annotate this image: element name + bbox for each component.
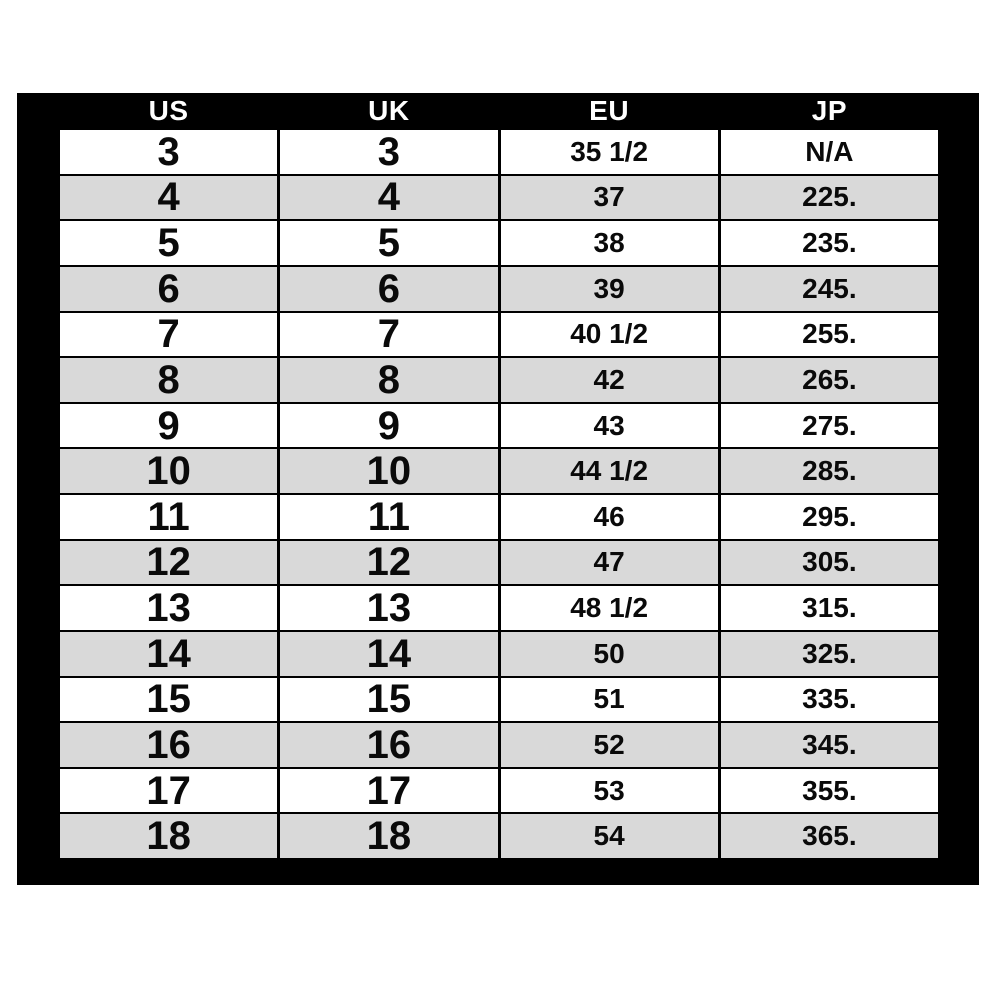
table-row: 7 7 40 1/2 255.	[60, 312, 938, 357]
table-cell: 4	[280, 175, 498, 220]
table-row: 4 4 37 225.	[60, 175, 938, 220]
table-cell: 5	[280, 221, 498, 265]
table-cell: 14	[280, 631, 498, 676]
table-cell: 54	[500, 814, 718, 858]
table-cell: 10	[60, 449, 278, 493]
table-cell: 6	[60, 266, 278, 311]
table-row: 15 15 51 335.	[60, 677, 938, 722]
table-cell: 295.	[720, 495, 938, 539]
table-cell: 15	[60, 677, 278, 722]
table-cell: 12	[280, 540, 498, 585]
table-row: 17 17 53 355.	[60, 768, 938, 813]
table-cell: 13	[280, 586, 498, 630]
table-cell: 7	[60, 312, 278, 357]
table-header-row: US UK EU JP	[60, 93, 938, 130]
table-cell: 43	[500, 403, 718, 448]
table-cell: 255.	[720, 312, 938, 357]
table-cell: 42	[500, 358, 718, 402]
table-cell: 18	[60, 814, 278, 858]
table-cell: 305.	[720, 540, 938, 585]
table-body: 3 3 35 1/2 N/A 4 4 37 225. 5 5 38 235. 6…	[60, 130, 938, 858]
table-cell: 15	[280, 677, 498, 722]
table-cell: 17	[60, 768, 278, 813]
table-cell: 50	[500, 631, 718, 676]
column-header-uk: UK	[368, 94, 410, 126]
table-cell: 35 1/2	[500, 130, 718, 174]
table-cell: 40 1/2	[500, 312, 718, 357]
table-cell: 17	[280, 768, 498, 813]
table-cell: 12	[60, 540, 278, 585]
table-cell: 51	[500, 677, 718, 722]
table-cell: 8	[60, 358, 278, 402]
table-cell: 9	[60, 403, 278, 448]
table-cell: 39	[500, 266, 718, 311]
table-cell: 46	[500, 495, 718, 539]
table-cell: N/A	[720, 130, 938, 174]
table-row: 10 10 44 1/2 285.	[60, 449, 938, 493]
table-row: 3 3 35 1/2 N/A	[60, 130, 938, 174]
table-cell: 14	[60, 631, 278, 676]
table-row: 13 13 48 1/2 315.	[60, 586, 938, 630]
table-cell: 11	[280, 495, 498, 539]
table-cell: 7	[280, 312, 498, 357]
table-cell: 37	[500, 175, 718, 220]
table-cell: 235.	[720, 221, 938, 265]
table-cell: 225.	[720, 175, 938, 220]
column-header-us: US	[148, 94, 189, 126]
table-cell: 38	[500, 221, 718, 265]
table-cell: 8	[280, 358, 498, 402]
table-row: 9 9 43 275.	[60, 403, 938, 448]
table-row: 12 12 47 305.	[60, 540, 938, 585]
table-cell: 315.	[720, 586, 938, 630]
table-cell: 365.	[720, 814, 938, 858]
table-cell: 9	[280, 403, 498, 448]
table-row: 8 8 42 265.	[60, 358, 938, 402]
table-cell: 48 1/2	[500, 586, 718, 630]
table-cell: 345.	[720, 723, 938, 767]
table-cell: 16	[60, 723, 278, 767]
table-cell: 3	[60, 130, 278, 174]
table-cell: 52	[500, 723, 718, 767]
table-cell: 13	[60, 586, 278, 630]
table-cell: 245.	[720, 266, 938, 311]
table-cell: 10	[280, 449, 498, 493]
table-cell: 285.	[720, 449, 938, 493]
table-cell: 335.	[720, 677, 938, 722]
table-cell: 11	[60, 495, 278, 539]
table-cell: 5	[60, 221, 278, 265]
table-cell: 325.	[720, 631, 938, 676]
column-header-jp: JP	[811, 94, 847, 126]
table-row: 16 16 52 345.	[60, 723, 938, 767]
table-row: 14 14 50 325.	[60, 631, 938, 676]
table-cell: 3	[280, 130, 498, 174]
table-cell: 6	[280, 266, 498, 311]
table-row: 6 6 39 245.	[60, 266, 938, 311]
table-row: 5 5 38 235.	[60, 221, 938, 265]
table-row: 18 18 54 365.	[60, 814, 938, 858]
size-conversion-table: US UK EU JP 3 3 35 1/2 N/A 4 4 37 225. 5…	[17, 93, 979, 885]
table-cell: 275.	[720, 403, 938, 448]
table-cell: 53	[500, 768, 718, 813]
table-cell: 44 1/2	[500, 449, 718, 493]
table-cell: 18	[280, 814, 498, 858]
column-header-eu: EU	[589, 94, 630, 126]
table-cell: 265.	[720, 358, 938, 402]
table-cell: 4	[60, 175, 278, 220]
table-cell: 16	[280, 723, 498, 767]
table-row: 11 11 46 295.	[60, 495, 938, 539]
table-cell: 47	[500, 540, 718, 585]
table-cell: 355.	[720, 768, 938, 813]
